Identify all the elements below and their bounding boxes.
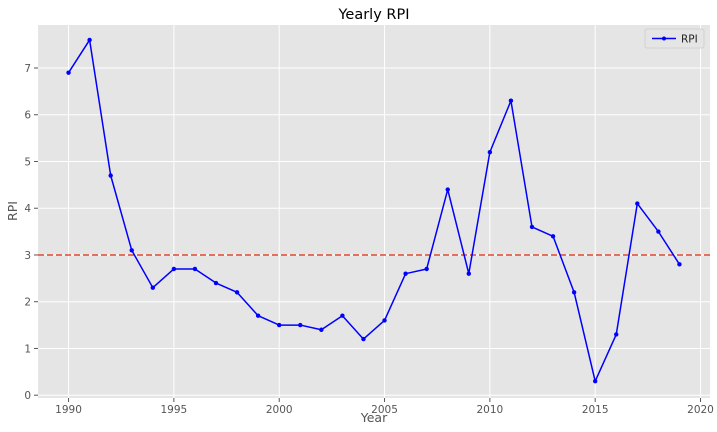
data-point bbox=[171, 266, 177, 272]
legend-marker-icon bbox=[662, 36, 666, 41]
data-point bbox=[361, 336, 366, 342]
y-tick-label: 6 bbox=[24, 110, 31, 122]
legend-label-rpi: RPI bbox=[681, 34, 698, 46]
data-point bbox=[150, 285, 156, 290]
data-point bbox=[192, 266, 198, 272]
data-point bbox=[614, 332, 619, 337]
x-tick-label: 2010 bbox=[476, 404, 503, 416]
legend: RPI bbox=[644, 28, 705, 49]
data-point bbox=[87, 37, 92, 43]
y-tick-label: 2 bbox=[24, 297, 31, 309]
data-point bbox=[108, 173, 113, 178]
data-point bbox=[129, 248, 134, 253]
data-point bbox=[487, 149, 493, 155]
data-point bbox=[319, 327, 324, 332]
y-tick-label: 0 bbox=[24, 390, 31, 402]
data-point bbox=[550, 234, 556, 239]
data-point bbox=[66, 70, 71, 75]
series-line-rpi bbox=[67, 39, 681, 382]
x-tick-label: 2015 bbox=[582, 404, 609, 416]
data-point bbox=[382, 318, 387, 323]
data-point bbox=[234, 290, 240, 295]
y-tick-label: 5 bbox=[24, 156, 31, 168]
x-axis-label: Year bbox=[360, 410, 388, 425]
y-tick-label: 1 bbox=[24, 343, 31, 355]
data-point bbox=[255, 313, 261, 318]
data-point bbox=[445, 187, 450, 192]
x-tick-label: 2000 bbox=[266, 404, 293, 416]
data-point bbox=[213, 280, 219, 286]
data-point bbox=[592, 378, 598, 384]
data-point bbox=[635, 201, 640, 206]
x-tick-label: 1990 bbox=[55, 404, 82, 416]
axis-ticks: 1990 1995 2000 2005 2010 2015 2020 0 1 2 3 4 5 6 7 bbox=[24, 63, 714, 416]
data-point bbox=[466, 271, 471, 276]
data-point bbox=[677, 262, 682, 267]
data-point bbox=[656, 229, 661, 234]
data-point bbox=[529, 224, 535, 230]
data-point bbox=[508, 98, 514, 103]
x-tick-label: 1995 bbox=[161, 404, 188, 416]
y-axis-label: RPI bbox=[5, 201, 20, 221]
x-tick-label: 2020 bbox=[687, 404, 714, 416]
y-tick-label: 4 bbox=[24, 203, 31, 215]
chart-title: Yearly RPI bbox=[337, 7, 409, 23]
plot-area bbox=[38, 25, 710, 398]
data-point bbox=[298, 322, 303, 328]
data-point bbox=[277, 322, 282, 328]
y-tick-label: 7 bbox=[24, 63, 31, 75]
data-point bbox=[571, 290, 577, 295]
series-group bbox=[66, 37, 682, 384]
data-point bbox=[340, 313, 345, 318]
y-tick-label: 3 bbox=[24, 250, 31, 262]
data-point bbox=[424, 266, 429, 272]
x-tick-label: 2005 bbox=[371, 404, 398, 416]
data-point bbox=[403, 271, 408, 276]
